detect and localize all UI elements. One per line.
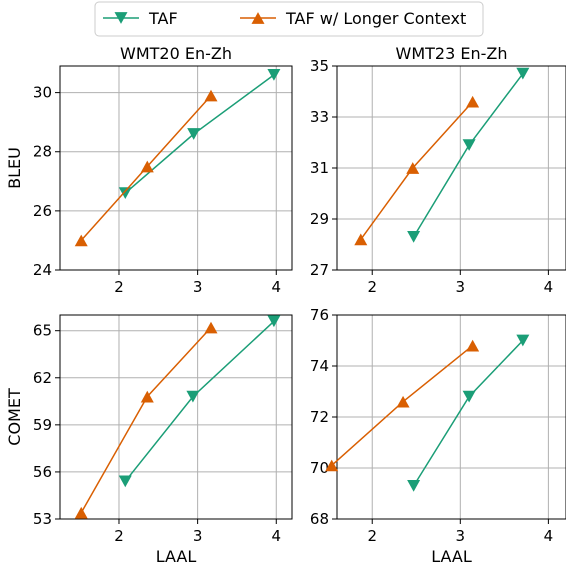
y-tick-label: 53 [33,510,52,528]
series-taf [407,67,530,243]
data-point [267,69,281,81]
y-tick-label: 76 [310,306,329,324]
series-taf [118,315,281,488]
legend-entry: TAF [103,9,178,28]
data-point [462,139,476,151]
series-line [412,73,524,238]
data-point [396,395,410,408]
x-tick-label: 3 [193,527,203,545]
y-tick-label: 59 [33,416,52,434]
data-point [204,89,218,102]
y-tick-label: 29 [310,210,329,228]
x-tick-label: 4 [544,527,554,545]
chart-panel-4: 2 3 4 68 70 72 74 76 LAAL [310,306,566,566]
data-point [140,390,154,403]
y-axis-label: BLEU [5,147,24,189]
y-axis-label: COMET [5,388,24,446]
data-point [406,162,420,174]
legend: TAF TAF w/ Longer Context [94,1,484,37]
x-tick-label: 2 [367,278,377,296]
series-line [80,327,212,514]
legend-marker [114,12,128,24]
data-point [466,339,480,352]
x-tick-label: 3 [456,278,466,296]
y-tick-label: 27 [310,261,329,279]
y-tick-label: 65 [33,322,52,340]
data-point [407,480,421,492]
y-tick-label: 28 [33,143,52,161]
data-point [354,233,368,246]
legend-box [94,1,484,37]
data-point [140,160,154,173]
x-tick-label: 4 [271,527,281,545]
y-tick-label: 35 [310,57,329,75]
y-tick-label: 26 [33,202,52,220]
legend-entry: TAF w/ Longer Context [240,9,466,28]
data-point [466,95,480,108]
chart-panel-2: 2 3 4 27 29 31 33 35 WMT23 En-Zh [310,44,566,296]
series-taf-longer-context [74,89,218,247]
data-point [186,390,200,403]
series-taf-longer-context [325,339,480,472]
chart-title: WMT23 En-Zh [396,44,508,63]
y-tick-label: 31 [310,159,329,177]
series-taf [407,334,530,492]
x-tick-label: 4 [544,278,554,296]
x-tick-label: 2 [367,527,377,545]
data-point [118,187,132,199]
x-axis-label: LAAL [156,547,197,566]
series-taf [118,69,281,199]
y-tick-label: 68 [310,510,329,528]
chart-panel-1: 2 3 4 24 26 28 30 WMT20 En-Zh BLEU [5,44,293,296]
data-point [516,67,530,80]
data-point [204,321,218,334]
data-point [187,128,201,140]
chart-title: WMT20 En-Zh [120,44,232,63]
series-line [412,339,524,487]
plot-frame [59,314,293,520]
y-tick-label: 56 [33,463,52,481]
legend-label: TAF [148,9,178,28]
y-tick-label: 30 [33,84,52,102]
y-tick-label: 72 [310,408,329,426]
x-tick-label: 2 [114,278,124,296]
legend-marker [251,12,265,24]
series-taf-longer-context [74,321,218,519]
x-tick-label: 4 [271,278,281,296]
x-tick-label: 3 [456,527,466,545]
x-tick-label: 2 [114,527,124,545]
data-point [407,231,421,243]
y-tick-label: 62 [33,369,52,387]
data-point [118,475,132,488]
y-tick-label: 33 [310,108,329,126]
data-point [516,334,530,347]
data-point [74,234,88,247]
plot-frame [59,65,293,271]
data-point [267,315,281,328]
x-axis-label: LAAL [431,547,472,566]
y-tick-label: 74 [310,357,329,375]
chart-panel-3: 2 3 4 53 56 59 62 65 LAAL COMET [5,314,293,566]
y-tick-label: 24 [33,261,52,279]
x-tick-label: 3 [193,278,203,296]
data-point [462,390,476,403]
series-taf-longer-context [354,95,480,246]
data-point [325,459,339,472]
legend-label: TAF w/ Longer Context [285,9,466,28]
y-tick-label: 70 [310,459,329,477]
data-point [74,506,88,519]
